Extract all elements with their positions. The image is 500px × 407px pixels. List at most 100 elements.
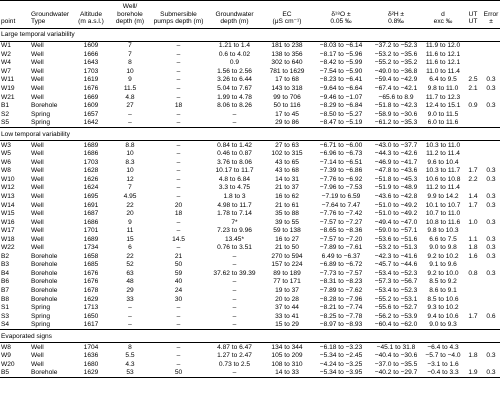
cell: Borehole: [31, 102, 58, 110]
cell: −8.29 to −6.84: [319, 102, 363, 110]
cell: 4.87 to 6.47: [217, 343, 252, 351]
cell: 1703: [83, 158, 99, 166]
data-row: S2 Spring 1657 – – – 17 to 45 −8.50 to −5.27 −58…: [0, 110, 500, 119]
cell: –: [232, 119, 237, 127]
data-row: W1 Well 1609 7 – 1.21 to 1.4 181 to 238 −8.03 t…: [0, 41, 500, 50]
cell: −7.19 to 6.59: [321, 193, 361, 200]
header-line: borehole: [117, 10, 143, 18]
cell: Borehole: [31, 278, 58, 286]
cell: 0.3: [486, 269, 496, 277]
cell: [464, 93, 482, 102]
cell: −6.89 to −6.72: [319, 261, 363, 269]
cell: –: [232, 287, 237, 295]
cell: 40: [174, 278, 183, 286]
cell: Well: [31, 343, 44, 351]
cell: −51.8 to −45.3: [374, 175, 418, 183]
cell: –: [128, 312, 132, 320]
cell: W14: [1, 201, 15, 209]
cell: −8.50 to −5.27: [319, 110, 363, 118]
cell: 1609: [83, 102, 99, 110]
cell: 0.3: [486, 235, 496, 243]
cell: 0.46 to 0.87: [217, 150, 252, 158]
cell: −44.3 to −42.6: [374, 150, 418, 158]
cell: 1.6: [468, 252, 478, 260]
cell: [482, 184, 500, 193]
cell: Well: [31, 210, 44, 218]
cell: −55.2 to −35.2: [374, 59, 418, 67]
cell: −0.4 to 3.3: [422, 368, 464, 379]
cell: Well: [31, 42, 44, 50]
cell: −6.4 to 4.3: [427, 343, 459, 351]
data-row: S4 Spring 1617 – – – 15 to 29 −8.97 to −8.93 −60…: [0, 321, 500, 330]
header-line: Type: [31, 18, 46, 26]
cell: –: [176, 360, 181, 368]
data-row: B7 Borehole 1678 29 24 – 19 to 37 −7.89 to −7.6…: [0, 287, 500, 296]
section-row: Low temporal variability: [0, 127, 500, 142]
cell: −51.8 to −42.3: [374, 102, 418, 110]
cell: 1686: [83, 218, 99, 226]
cell: 0.9: [229, 59, 240, 67]
cell: 19 to 37: [275, 287, 299, 295]
column-header: point: [0, 0, 30, 29]
cell: −5.34 to −3.95: [312, 368, 370, 379]
cell: −45.7 to −44.6: [374, 261, 418, 269]
cell: –: [176, 67, 181, 75]
cell: 7: [128, 184, 132, 192]
cell: 9.1 to 9.6: [429, 261, 457, 269]
data-row: W7 Well 1703 10 – 1.56 to 2.56 781 to 1629 −7.5…: [0, 67, 500, 76]
cell: 138 to 356: [271, 50, 303, 58]
cell: 10: [126, 167, 134, 175]
cell: 11.6 to 12.1: [425, 59, 461, 67]
cell: Well: [31, 150, 44, 158]
cell: 1629: [83, 295, 99, 303]
cell: W22: [1, 244, 15, 252]
cell: 143 to 318: [271, 84, 303, 92]
cell: −8.17 to −5.96: [319, 50, 363, 58]
header-line: d: [441, 10, 445, 18]
cell: 1.7: [468, 312, 478, 320]
cell: 16 to 27: [275, 235, 299, 243]
cell: W17: [1, 227, 15, 235]
cell: [482, 343, 500, 352]
cell: 1678: [83, 287, 99, 295]
column-header: δ²H ±0.8‰: [370, 0, 422, 29]
cell: 8.8: [125, 141, 135, 149]
cell: 1657: [83, 110, 99, 118]
cell: 0.3: [486, 175, 496, 183]
cell: 11.9 to 12.0: [425, 42, 461, 50]
cell: 0.6 to 4.02: [218, 50, 251, 58]
cell: 1628: [83, 167, 99, 175]
cell: W8: [1, 343, 11, 351]
cell: −5.7 to −4.0: [425, 352, 461, 360]
cell: 0.73 to 2.5: [218, 360, 251, 368]
cell: 1689: [83, 141, 99, 149]
cell: [482, 67, 500, 76]
cell: [464, 295, 482, 304]
cell: −45.1 to 31.8: [376, 343, 416, 351]
cell: 27 to 63: [275, 141, 299, 149]
cell: W2: [1, 50, 11, 58]
data-row: W2 Well 1666 7 – 0.6 to 4.02 138 to 356 −8.17 t…: [0, 50, 500, 59]
cell: 11.0 to 11.4: [426, 67, 460, 75]
cell: Well: [31, 167, 44, 175]
cell: W13: [1, 193, 15, 200]
cell: 8.3: [125, 158, 135, 166]
cell: 11.7 to 12.3: [425, 93, 461, 101]
cell: 1.99 to 4.78: [217, 93, 252, 101]
cell: 7.23 to 9.96: [217, 227, 252, 235]
data-row: S3 Spring 1650 – – – 33 to 41 −8.25 to −7.78 −56…: [0, 312, 500, 321]
cell: 10.7 to 11.0: [425, 210, 461, 218]
cell: W15: [1, 210, 15, 218]
header-line: EC: [282, 10, 292, 18]
cell: 10.1 to 10.7: [425, 201, 461, 209]
cell: W21: [1, 93, 15, 101]
cell: –: [232, 278, 237, 286]
data-row: W21 Well 1669 4.8 – 1.99 to 4.78 99 to 706 −9.4…: [0, 93, 500, 102]
section-title: Large temporal variability: [0, 27, 500, 42]
cell: −57.3 to −56.7: [374, 278, 418, 286]
cell: 10: [126, 150, 134, 158]
cell: 0.9: [468, 102, 478, 110]
cell: 102 to 315: [271, 150, 303, 158]
cell: W3: [1, 141, 11, 149]
cell: 9.8 to 11.0: [427, 84, 459, 92]
